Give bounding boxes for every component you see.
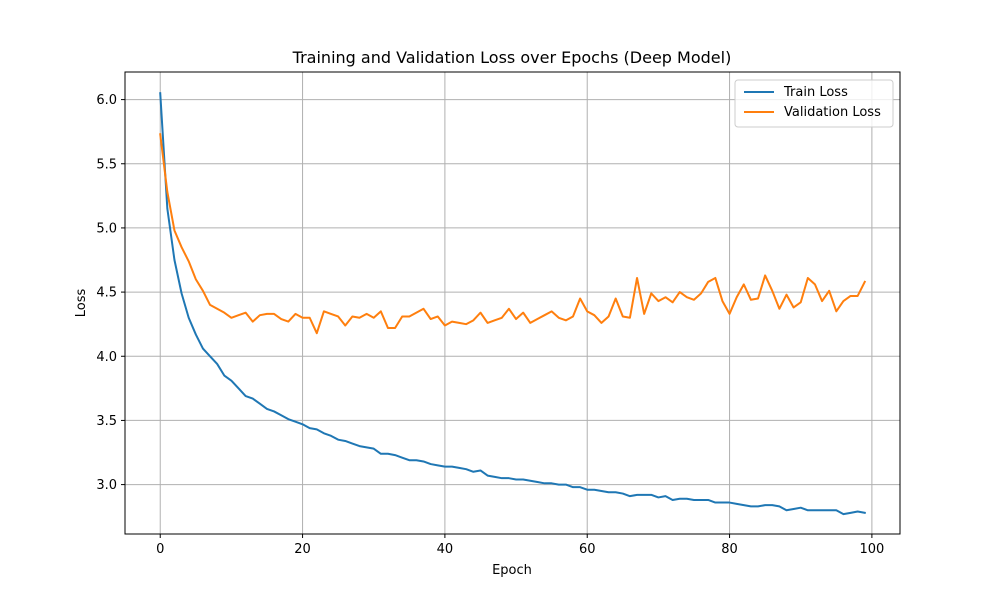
legend-label-validation-loss: Validation Loss [784, 105, 881, 120]
y-tick-label: 5.0 [96, 221, 117, 236]
series-layer [159, 92, 867, 516]
y-tick-label: 6.0 [96, 93, 117, 108]
x-tick-label: 100 [859, 542, 884, 557]
series-line-train-loss [159, 92, 866, 516]
y-tick-label: 5.5 [96, 157, 117, 172]
legend: Train Loss Validation Loss [734, 79, 894, 128]
plot-frame [124, 71, 901, 535]
x-tick-label: 0 [156, 542, 164, 557]
y-axis-label: Loss [74, 289, 89, 318]
grid [125, 72, 900, 534]
legend-label-train-loss: Train Loss [783, 85, 848, 100]
chart-title: Training and Validation Loss over Epochs… [292, 48, 732, 67]
x-tick-label: 60 [579, 542, 596, 557]
y-tick-label: 4.5 [96, 286, 117, 301]
legend-box [734, 79, 894, 128]
ticks: 0 20 40 60 80 100 3.0 3.5 4.0 4.5 5.0 5.5 6.0 [96, 93, 884, 557]
y-tick-label: 3.0 [96, 478, 117, 493]
series-line-validation-loss [159, 133, 867, 335]
x-tick-label: 40 [437, 542, 454, 557]
x-tick-label: 20 [294, 542, 311, 557]
x-tick-label: 80 [721, 542, 738, 557]
y-tick-label: 3.5 [96, 414, 117, 429]
y-tick-label: 4.0 [96, 350, 117, 365]
x-axis-label: Epoch [492, 563, 532, 578]
